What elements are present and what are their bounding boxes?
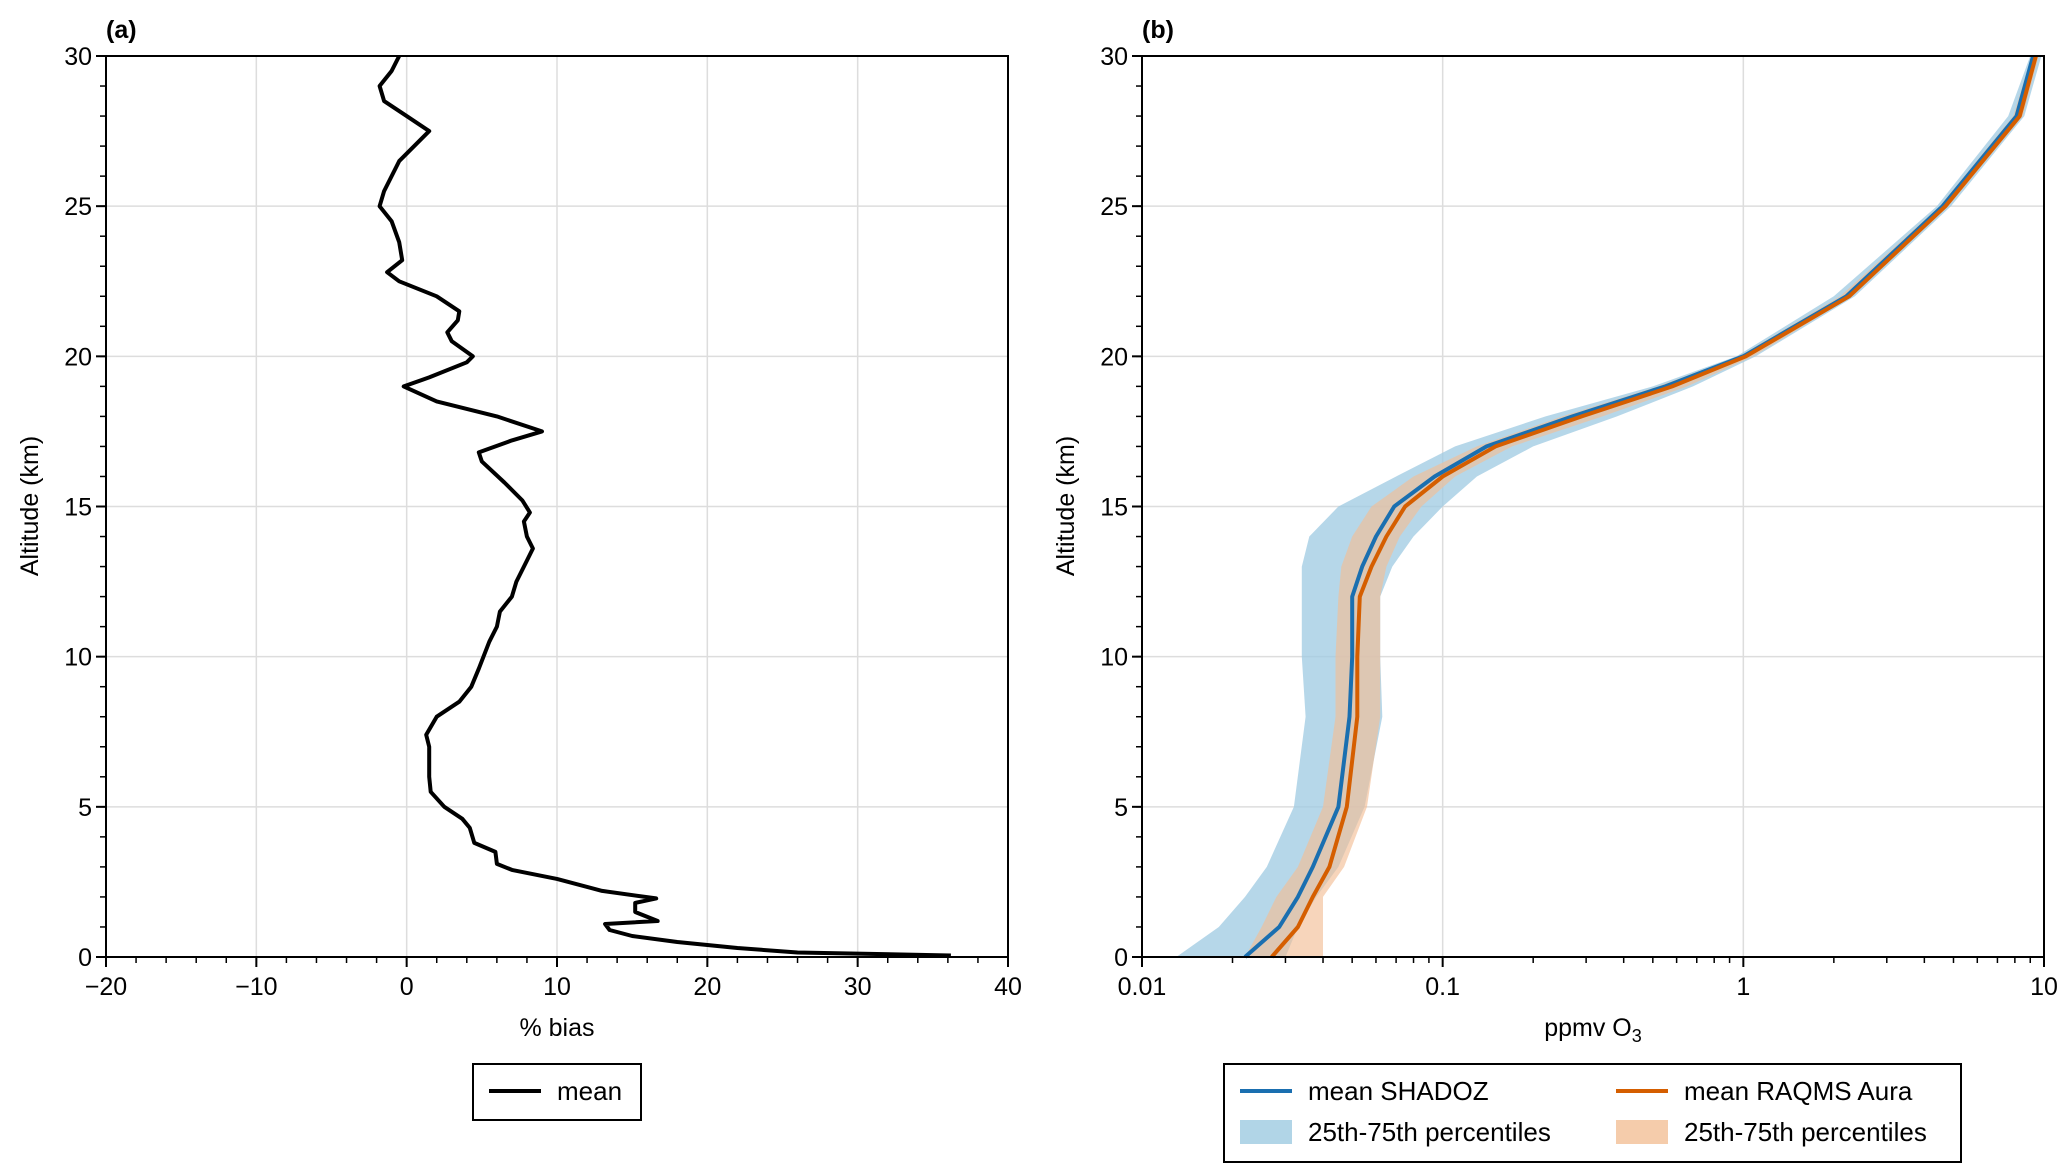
panel-b-label: (b) <box>1142 16 1174 44</box>
y-tick-label: 10 <box>64 644 92 672</box>
legend-frame <box>1223 1063 1962 1163</box>
panel-b-legend: mean SHADOZ 25th-75th percentiles mean R… <box>1223 1063 1962 1163</box>
x-tick-label: 40 <box>994 973 1022 1001</box>
x-tick-label: −10 <box>235 973 277 1001</box>
panel-b-ylabel: Altitude (km) <box>1052 436 1080 576</box>
legend-label-mean: mean <box>557 1076 622 1106</box>
x-tick-label: 30 <box>844 973 872 1001</box>
panel-a-label: (a) <box>106 16 137 44</box>
x-tick-label: −20 <box>85 973 127 1001</box>
y-tick-label: 10 <box>1100 644 1128 672</box>
y-tick-label: 15 <box>64 494 92 522</box>
panel-a-ylabel: Altitude (km) <box>16 436 44 576</box>
panel-b: (b) 0.01 0.1 1 10 0 5 10 15 20 25 30 ppmv O3 Altit… <box>1052 16 2058 1163</box>
panel-a-xlabel: % bias <box>519 1014 594 1042</box>
y-tick-label: 30 <box>1100 43 1128 71</box>
x-tick-label: 1 <box>1736 973 1750 1001</box>
legend-label-raqms-mean: mean RAQMS Aura <box>1684 1076 1913 1106</box>
legend-label-shadoz-mean: mean SHADOZ <box>1308 1076 1489 1106</box>
panel-a: (a) −20 −10 0 10 20 30 40 0 5 10 15 20 25 30 % bias A… <box>16 16 1022 1121</box>
x-tick-label: 0 <box>400 973 414 1001</box>
y-tick-label: 25 <box>64 193 92 221</box>
y-tick-label: 30 <box>64 43 92 71</box>
y-tick-label: 20 <box>64 343 92 371</box>
legend-swatch-shadoz-band <box>1240 1120 1292 1144</box>
panel-b-xlabel: ppmv O3 <box>1544 1014 1642 1046</box>
y-tick-label: 15 <box>1100 494 1128 522</box>
x-tick-label: 10 <box>2030 973 2058 1001</box>
series-line-raqms-mean <box>1270 55 2038 959</box>
legend-label-shadoz-band: 25th-75th percentiles <box>1308 1117 1551 1147</box>
x-tick-label: 0.1 <box>1425 973 1460 1001</box>
legend-swatch-raqms-band <box>1616 1120 1668 1144</box>
y-tick-label: 0 <box>78 944 92 972</box>
y-tick-label: 25 <box>1100 193 1128 221</box>
y-tick-label: 5 <box>1114 794 1128 822</box>
band-shadoz-percentiles <box>1176 56 2042 957</box>
panel-a-legend: mean <box>472 1063 642 1121</box>
y-tick-label: 20 <box>1100 343 1128 371</box>
x-tick-label: 10 <box>543 973 571 1001</box>
x-tick-label: 20 <box>693 973 721 1001</box>
y-tick-label: 0 <box>1114 944 1128 972</box>
x-tick-label: 0.01 <box>1118 973 1167 1001</box>
series-line-mean <box>377 55 951 958</box>
y-tick-label: 5 <box>78 794 92 822</box>
legend-label-raqms-band: 25th-75th percentiles <box>1684 1117 1927 1147</box>
